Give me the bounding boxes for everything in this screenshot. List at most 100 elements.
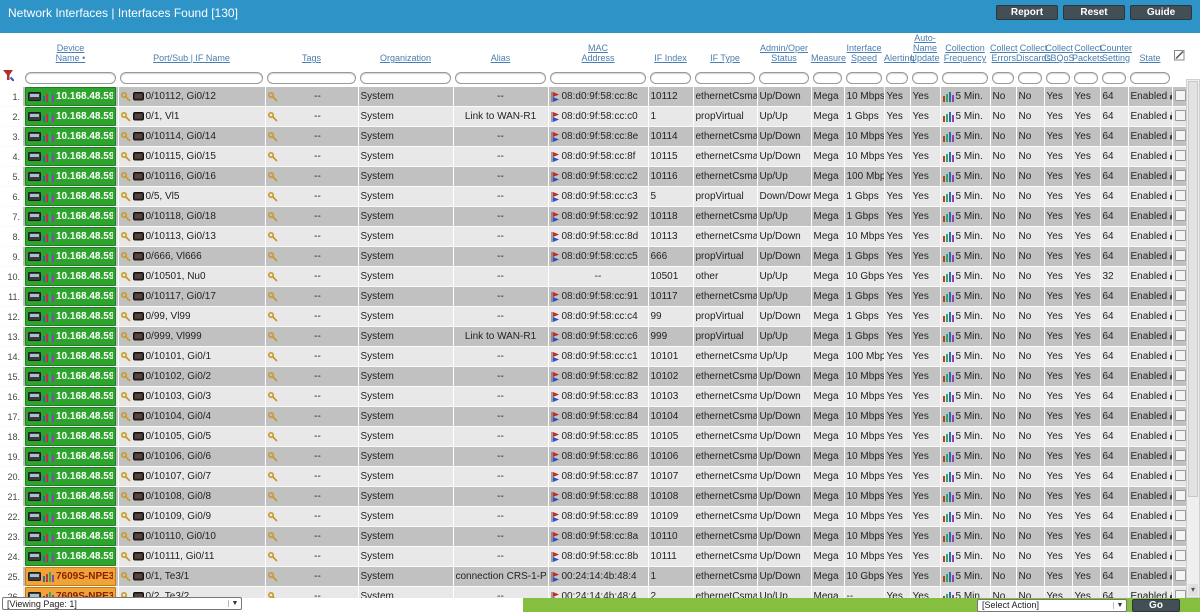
row-checkbox[interactable]	[1174, 389, 1185, 401]
printer-icon[interactable]	[1169, 572, 1171, 581]
row-checkbox[interactable]	[1174, 189, 1185, 201]
wrench-icon[interactable]	[267, 251, 278, 262]
interface-link[interactable]: 0/10105, Gi0/5	[120, 427, 263, 446]
wrench-icon[interactable]	[120, 411, 131, 422]
row-checkbox[interactable]	[1174, 269, 1185, 281]
device-link[interactable]: 10.168.48.59	[25, 87, 116, 106]
printer-icon[interactable]	[1169, 492, 1171, 501]
interface-link[interactable]: 0/1, Te3/1	[120, 567, 263, 586]
interface-link[interactable]: 0/10107, Gi0/7	[120, 467, 263, 486]
wrench-icon[interactable]	[267, 491, 278, 502]
row-checkbox[interactable]	[1174, 369, 1185, 381]
interface-link[interactable]: 0/666, Vl666	[120, 247, 263, 266]
row-checkbox[interactable]	[1174, 549, 1185, 561]
wrench-icon[interactable]	[267, 351, 278, 362]
wrench-icon[interactable]	[120, 211, 131, 222]
row-checkbox[interactable]	[1174, 209, 1185, 221]
interface-link[interactable]: 0/10115, Gi0/15	[120, 147, 263, 166]
printer-icon[interactable]	[1169, 232, 1171, 241]
interface-link[interactable]: 0/10104, Gi0/4	[120, 407, 263, 426]
wrench-icon[interactable]	[120, 511, 131, 522]
device-link[interactable]: 10.168.48.59	[25, 287, 116, 306]
device-link[interactable]: 10.168.48.59	[25, 247, 116, 266]
row-checkbox[interactable]	[1174, 109, 1185, 121]
printer-icon[interactable]	[1169, 512, 1171, 521]
wrench-icon[interactable]	[120, 371, 131, 382]
device-link[interactable]: 10.168.48.59	[25, 367, 116, 386]
device-link[interactable]: 10.168.48.59	[25, 327, 116, 346]
row-checkbox[interactable]	[1174, 569, 1185, 581]
column-header-tags[interactable]: Tags	[301, 53, 321, 63]
wrench-icon[interactable]	[267, 111, 278, 122]
column-header-state[interactable]: State	[1139, 53, 1161, 63]
wrench-icon[interactable]	[120, 491, 131, 502]
row-checkbox[interactable]	[1174, 429, 1185, 441]
vertical-scrollbar[interactable]: ▾	[1186, 79, 1200, 598]
printer-icon[interactable]	[1169, 532, 1171, 541]
column-header-collfreq[interactable]: Collection Frequency	[943, 43, 987, 63]
row-checkbox[interactable]	[1174, 289, 1185, 301]
wrench-icon[interactable]	[267, 431, 278, 442]
wrench-icon[interactable]	[120, 351, 131, 362]
printer-icon[interactable]	[1169, 112, 1171, 121]
filter-input-colldis[interactable]	[1018, 72, 1042, 84]
wrench-icon[interactable]	[120, 91, 131, 102]
printer-icon[interactable]	[1169, 312, 1171, 321]
interface-link[interactable]: 0/10501, Nu0	[120, 267, 263, 286]
go-button[interactable]: Go	[1132, 598, 1180, 612]
row-checkbox[interactable]	[1174, 349, 1185, 361]
row-checkbox[interactable]	[1174, 129, 1185, 141]
interface-link[interactable]: 0/10114, Gi0/14	[120, 127, 263, 146]
report-button[interactable]: Report	[996, 5, 1058, 20]
printer-icon[interactable]	[1169, 472, 1171, 481]
interface-link[interactable]: 0/10112, Gi0/12	[120, 87, 263, 106]
wrench-icon[interactable]	[120, 431, 131, 442]
wrench-icon[interactable]	[267, 151, 278, 162]
device-link[interactable]: 10.168.48.59	[25, 427, 116, 446]
wrench-icon[interactable]	[120, 451, 131, 462]
filter-input-measure[interactable]	[813, 72, 842, 84]
device-link[interactable]: 10.168.48.59	[25, 467, 116, 486]
column-header-autoname[interactable]: Auto- Name Update	[910, 33, 940, 63]
device-link[interactable]: 10.168.48.59	[25, 487, 116, 506]
interface-link[interactable]: 0/10102, Gi0/2	[120, 367, 263, 386]
column-header-ifindex[interactable]: IF Index	[654, 53, 687, 63]
interface-link[interactable]: 0/10117, Gi0/17	[120, 287, 263, 306]
filter-input-mac[interactable]	[550, 72, 646, 84]
column-header-alias[interactable]: Alias	[490, 53, 511, 63]
printer-icon[interactable]	[1169, 452, 1171, 461]
printer-icon[interactable]	[1169, 392, 1171, 401]
wrench-icon[interactable]	[267, 571, 278, 582]
reset-button[interactable]: Reset	[1063, 5, 1125, 20]
printer-icon[interactable]	[1169, 412, 1171, 421]
scrollbar-thumb[interactable]	[1188, 81, 1198, 497]
printer-icon[interactable]	[1169, 212, 1171, 221]
filter-input-iftype[interactable]	[695, 72, 755, 84]
wrench-icon[interactable]	[267, 551, 278, 562]
device-link[interactable]: 10.168.48.59	[25, 107, 116, 126]
printer-icon[interactable]	[1169, 552, 1171, 561]
interface-link[interactable]: 0/10108, Gi0/8	[120, 487, 263, 506]
column-header-collcbqos[interactable]: Collect CBQoS	[1044, 43, 1075, 63]
wrench-icon[interactable]	[267, 451, 278, 462]
wrench-icon[interactable]	[267, 211, 278, 222]
wrench-icon[interactable]	[267, 391, 278, 402]
device-link[interactable]: 7609S-NPE3.cisco	[25, 567, 116, 586]
funnel-icon[interactable]	[3, 70, 14, 81]
device-link[interactable]: 10.168.48.59	[25, 547, 116, 566]
device-link[interactable]: 10.168.48.59	[25, 307, 116, 326]
wrench-icon[interactable]	[120, 391, 131, 402]
wrench-icon[interactable]	[267, 191, 278, 202]
device-link[interactable]: 10.168.48.59	[25, 167, 116, 186]
wrench-icon[interactable]	[267, 331, 278, 342]
printer-icon[interactable]	[1169, 252, 1171, 261]
device-link[interactable]: 10.168.48.59	[25, 407, 116, 426]
row-checkbox[interactable]	[1174, 469, 1185, 481]
wrench-icon[interactable]	[120, 331, 131, 342]
interface-link[interactable]: 0/10103, Gi0/3	[120, 387, 263, 406]
column-header-alerting[interactable]: Alerting	[884, 53, 915, 63]
wrench-icon[interactable]	[267, 271, 278, 282]
row-checkbox[interactable]	[1174, 329, 1185, 341]
interface-link[interactable]: 0/999, Vl999	[120, 327, 263, 346]
printer-icon[interactable]	[1169, 92, 1171, 101]
